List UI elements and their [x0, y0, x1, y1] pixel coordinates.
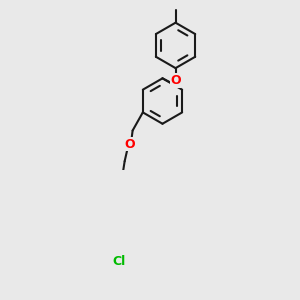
Text: O: O — [124, 138, 134, 151]
Text: Cl: Cl — [112, 255, 126, 268]
Text: O: O — [170, 74, 181, 87]
